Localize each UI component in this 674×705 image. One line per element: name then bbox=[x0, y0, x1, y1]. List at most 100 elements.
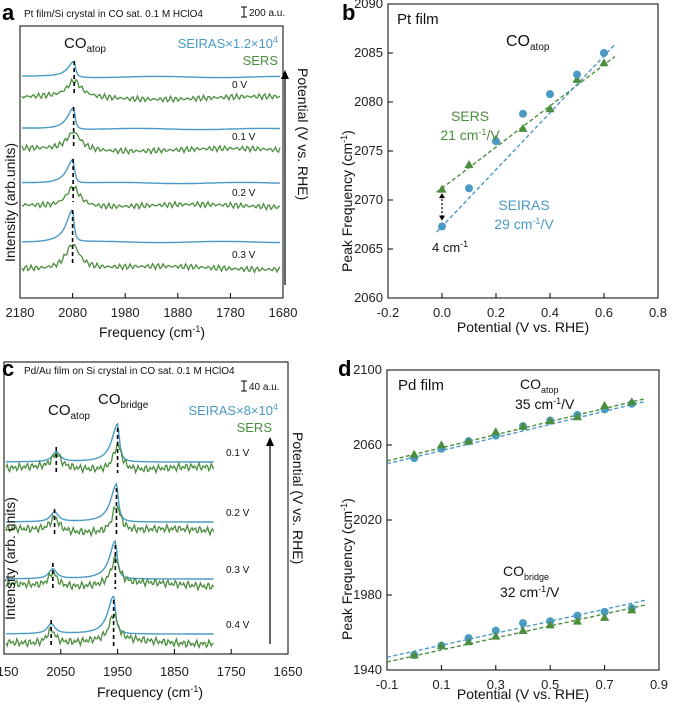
panel-c-co-atop-label: COatop bbox=[48, 402, 90, 422]
panel-b-xtick-label: 0.8 bbox=[649, 305, 667, 320]
panel-c: c Pd/Au film on Si crystal in CO sat. 0.… bbox=[0, 356, 306, 700]
panel-b-sers-point bbox=[464, 160, 474, 169]
panel-b-seiras-point bbox=[465, 184, 473, 193]
panel-d-xtick-label: 0.3 bbox=[487, 677, 505, 692]
panel-b-seiras-point bbox=[492, 137, 500, 146]
panel-b-ylabel: Peak Frequency (cm-1) bbox=[339, 130, 355, 272]
panel-b-seiras-point bbox=[519, 109, 527, 118]
panel-d-ytick-label: 1980 bbox=[353, 587, 382, 602]
panel-d-bridge-seiras-point bbox=[573, 611, 582, 620]
panel-b-diff-arrow-down bbox=[439, 215, 445, 221]
panel-d-bridge-sers-fit bbox=[386, 604, 646, 663]
panel-d-bridge-sers-point bbox=[518, 626, 528, 635]
panel-d-atop-sers-point bbox=[409, 449, 419, 458]
panel-d-bridge-slope: 32 cm-1/V bbox=[500, 584, 560, 600]
panel-d-atop-slope: 35 cm-1/V bbox=[515, 396, 575, 412]
panel-a-letter: a bbox=[2, 0, 15, 25]
panel-a-potential-label: 0.2 V bbox=[232, 188, 256, 199]
panel-d-bridge-seiras-point bbox=[600, 607, 609, 616]
panel-d-bridge-sers-point bbox=[545, 620, 555, 629]
panel-b-xtick-label: 0.0 bbox=[433, 305, 451, 320]
panel-b-seiras-label: SEIRAS bbox=[498, 197, 549, 213]
panel-d-co-bridge-label: CObridge bbox=[503, 563, 549, 582]
panel-a-scale-bar: 200 a.u. bbox=[249, 8, 285, 19]
panel-c-arrow-head bbox=[266, 437, 274, 446]
panel-d-co-atop-label: COatop bbox=[520, 376, 559, 395]
panel-c-ylabel: Intensity (arb. units) bbox=[2, 497, 18, 620]
panel-b-sers-point bbox=[572, 74, 582, 83]
panel-c-xtick-label: 1850 bbox=[160, 664, 189, 679]
panel-d-ytick-label: 2060 bbox=[353, 437, 382, 452]
panel-d-inset-title: Pd film bbox=[398, 377, 444, 394]
panel-b-sers-slope: 21 cm-1/V bbox=[440, 127, 500, 143]
panel-b-diff-label: 4 cm-1 bbox=[432, 239, 468, 255]
panel-c-xtick-label: 1950 bbox=[103, 664, 132, 679]
panel-b-ytick-label: 2085 bbox=[354, 45, 383, 60]
panel-a-potential-label: 0.1 V bbox=[232, 132, 256, 143]
panel-d-bridge-seiras-point bbox=[491, 626, 500, 635]
panel-c-xtick-label: 1750 bbox=[217, 664, 246, 679]
panel-a-traces: 0 V 0.1 V 0.2 V 0.3 V bbox=[21, 60, 281, 274]
panel-a-sers-trace bbox=[21, 77, 281, 104]
panel-c-legend-seiras: SEIRAS×8×104 bbox=[188, 402, 278, 418]
panel-a-sers-trace bbox=[22, 185, 281, 212]
panel-d-atop-sers-point bbox=[436, 440, 446, 449]
panel-d-bridge-seiras-fit bbox=[386, 599, 646, 658]
panel-d: d -0.1 0.1 0.3 0.5 0.7 0.9 1940 1980 2020 2060 210… bbox=[338, 356, 668, 702]
panel-b-xtick-label: 0.2 bbox=[487, 305, 505, 320]
panel-c-potential-label: 0.4 V bbox=[226, 620, 250, 631]
panel-b-fit-lines bbox=[436, 44, 616, 233]
panel-a-potential-label: 0.3 V bbox=[232, 250, 256, 261]
panel-d-bridge-sers-point bbox=[436, 641, 446, 650]
panel-a-seiras-trace bbox=[22, 106, 280, 131]
panel-b-ticks: -0.2 0.0 0.2 0.4 0.6 0.8 2060 2065 2070 2075 2080 2… bbox=[354, 0, 667, 320]
panel-a-legend-seiras: SEIRAS×1.2×104 bbox=[178, 35, 278, 51]
panel-d-bridge-sers-point bbox=[600, 612, 610, 621]
panel-d-bridge-sers-point bbox=[464, 637, 474, 646]
panel-d-ytick-label: 2100 bbox=[353, 362, 382, 377]
panel-c-title: Pd/Au film on Si crystal in CO sat. 0.1 … bbox=[24, 366, 235, 377]
panel-a-potential-label: 0 V bbox=[232, 80, 247, 91]
panel-b-letter: b bbox=[342, 0, 355, 25]
panel-b: b -0.2 0.0 0.2 0.4 0.6 0.8 2060 2065 2070 2075 208… bbox=[339, 0, 667, 335]
panel-c-xtick-label: 1650 bbox=[274, 664, 303, 679]
panel-d-atop-sers-point bbox=[545, 416, 555, 425]
panel-d-markers bbox=[409, 397, 637, 659]
panel-b-co-atop-label: COatop bbox=[506, 33, 550, 53]
panel-c-xticks: 2150 2050 1950 1850 1750 1650 bbox=[0, 649, 302, 679]
panel-d-atop-sers-point bbox=[627, 397, 637, 406]
panel-b-seiras-point bbox=[600, 49, 608, 57]
panel-c-sers-trace bbox=[5, 554, 215, 592]
panel-b-ytick-label: 2070 bbox=[354, 192, 383, 207]
panel-d-atop-sers-point bbox=[518, 421, 528, 430]
panel-d-ticks: -0.1 0.1 0.3 0.5 0.7 0.9 1940 1980 2020 2060 2100 bbox=[353, 362, 668, 692]
panel-b-sers-label: SERS bbox=[451, 108, 489, 124]
panel-b-sers-point bbox=[437, 184, 447, 193]
panel-a-xticks: 2180 2080 1980 1880 1780 1680 bbox=[6, 293, 297, 320]
panel-d-bridge-sers-point bbox=[572, 616, 582, 625]
panel-d-ytick-label: 2020 bbox=[353, 512, 382, 527]
panel-b-ytick-label: 2090 bbox=[354, 0, 383, 11]
panel-a-arrow-head bbox=[281, 70, 289, 79]
panel-d-letter: d bbox=[338, 356, 351, 381]
panel-c-xtick-label: 2150 bbox=[0, 664, 18, 679]
panel-b-seiras-point bbox=[438, 222, 446, 231]
panel-d-xlabel: Potential (V vs. RHE) bbox=[457, 686, 589, 702]
panel-c-xlabel: Frequency (cm-1) bbox=[97, 684, 203, 700]
panel-c-seiras-trace bbox=[6, 482, 214, 523]
panel-b-sers-point bbox=[599, 58, 609, 67]
panel-c-traces: 0.1 V 0.2 V 0.3 V 0.4 V bbox=[5, 422, 250, 649]
panel-a-sers-trace bbox=[21, 131, 281, 156]
panel-d-xtick-label: 0.7 bbox=[596, 677, 614, 692]
panel-c-frame bbox=[3, 361, 289, 655]
panel-c-potential-label: 0.2 V bbox=[226, 508, 250, 519]
panel-a-right-label: Potential (V vs. RHE) bbox=[295, 68, 311, 200]
panel-c-co-bridge-label: CObridge bbox=[98, 391, 149, 411]
panel-a-sers-trace bbox=[21, 243, 281, 274]
panel-c-xtick-label: 2050 bbox=[46, 664, 75, 679]
panel-b-markers bbox=[437, 49, 609, 231]
panel-d-atop-sers-point bbox=[572, 412, 582, 421]
panel-c-sers-trace bbox=[5, 504, 215, 538]
panel-a-ylabel: Intensity (arb.units) bbox=[2, 143, 18, 262]
panel-b-xtick-label: 0.4 bbox=[541, 305, 559, 320]
